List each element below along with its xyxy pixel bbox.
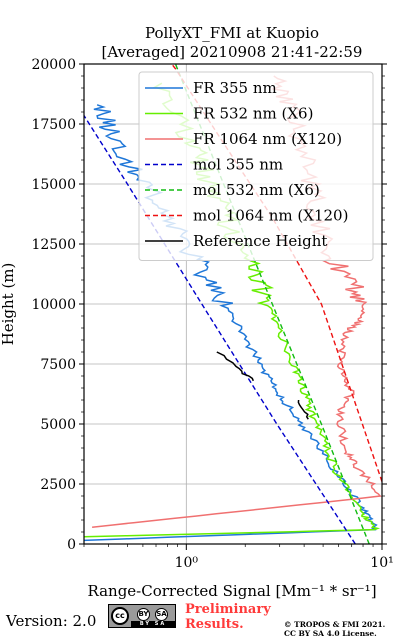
legend-label: FR 532 nm (X6) bbox=[193, 105, 313, 123]
copyright-notice: © TROPOS & FMI 2021. CC BY SA 4.0 Licens… bbox=[284, 620, 385, 638]
series-reference-height bbox=[216, 351, 254, 382]
chart-title-line: PollyXT_FMI at Kuopio bbox=[145, 24, 319, 42]
legend-label: mol 1064 nm (X120) bbox=[193, 207, 348, 225]
y-tick-label: 17500 bbox=[31, 117, 76, 133]
series-mol-355-nm bbox=[84, 115, 356, 544]
y-tick-label: 5000 bbox=[40, 417, 76, 433]
cc-icon: cc bbox=[111, 607, 129, 625]
legend-label: FR 1064 nm (X120) bbox=[193, 130, 342, 148]
version-label: Version: 2.0 bbox=[6, 612, 97, 630]
axis-ticks: 0 2500 5000 7500 10000 12500 15000 17500 20000 10… bbox=[31, 57, 393, 571]
x-tick-label: 10⁰ bbox=[175, 555, 199, 571]
series-reference-height bbox=[297, 399, 309, 420]
legend-label: FR 355 nm bbox=[193, 79, 277, 97]
by-icon: BY bbox=[137, 608, 150, 621]
y-tick-label: 20000 bbox=[31, 57, 76, 73]
preliminary-line: Preliminary bbox=[185, 602, 271, 617]
legend-box bbox=[138, 71, 374, 261]
badge-strip: BY SA bbox=[131, 621, 175, 627]
x-tick-label: 10¹ bbox=[370, 555, 393, 571]
x-axis-label: Range-Corrected Signal [Mm⁻¹ * sr⁻¹] bbox=[87, 582, 376, 600]
legend-label: Reference Height bbox=[193, 232, 327, 250]
y-tick-label: 12500 bbox=[31, 237, 76, 253]
legend-label: mol 532 nm (X6) bbox=[193, 181, 320, 199]
preliminary-notice: Preliminary Results. bbox=[185, 602, 271, 632]
chart-title: PollyXT_FMI at Kuopio [Averaged] 2021090… bbox=[102, 24, 363, 61]
legend-label: mol 355 nm bbox=[193, 156, 283, 174]
legend: FR 355 nm FR 532 nm (X6) FR 1064 nm (X120)… bbox=[138, 71, 374, 261]
license-line: CC BY SA 4.0 License. bbox=[284, 629, 377, 638]
copyright-line: © TROPOS & FMI 2021. bbox=[284, 620, 386, 629]
cc-by-sa-badge[interactable]: cc BY SA BY SA bbox=[108, 604, 176, 628]
y-tick-label: 7500 bbox=[40, 357, 76, 373]
y-tick-label: 0 bbox=[67, 537, 76, 553]
sa-icon: SA bbox=[155, 608, 168, 621]
chart-subtitle-line: [Averaged] 20210908 21:41-22:59 bbox=[102, 43, 363, 61]
y-tick-label: 10000 bbox=[31, 297, 76, 313]
y-axis-label: Height (m) bbox=[0, 263, 17, 346]
results-line: Results. bbox=[185, 617, 244, 632]
y-tick-label: 15000 bbox=[31, 177, 76, 193]
y-tick-label: 2500 bbox=[40, 477, 76, 493]
